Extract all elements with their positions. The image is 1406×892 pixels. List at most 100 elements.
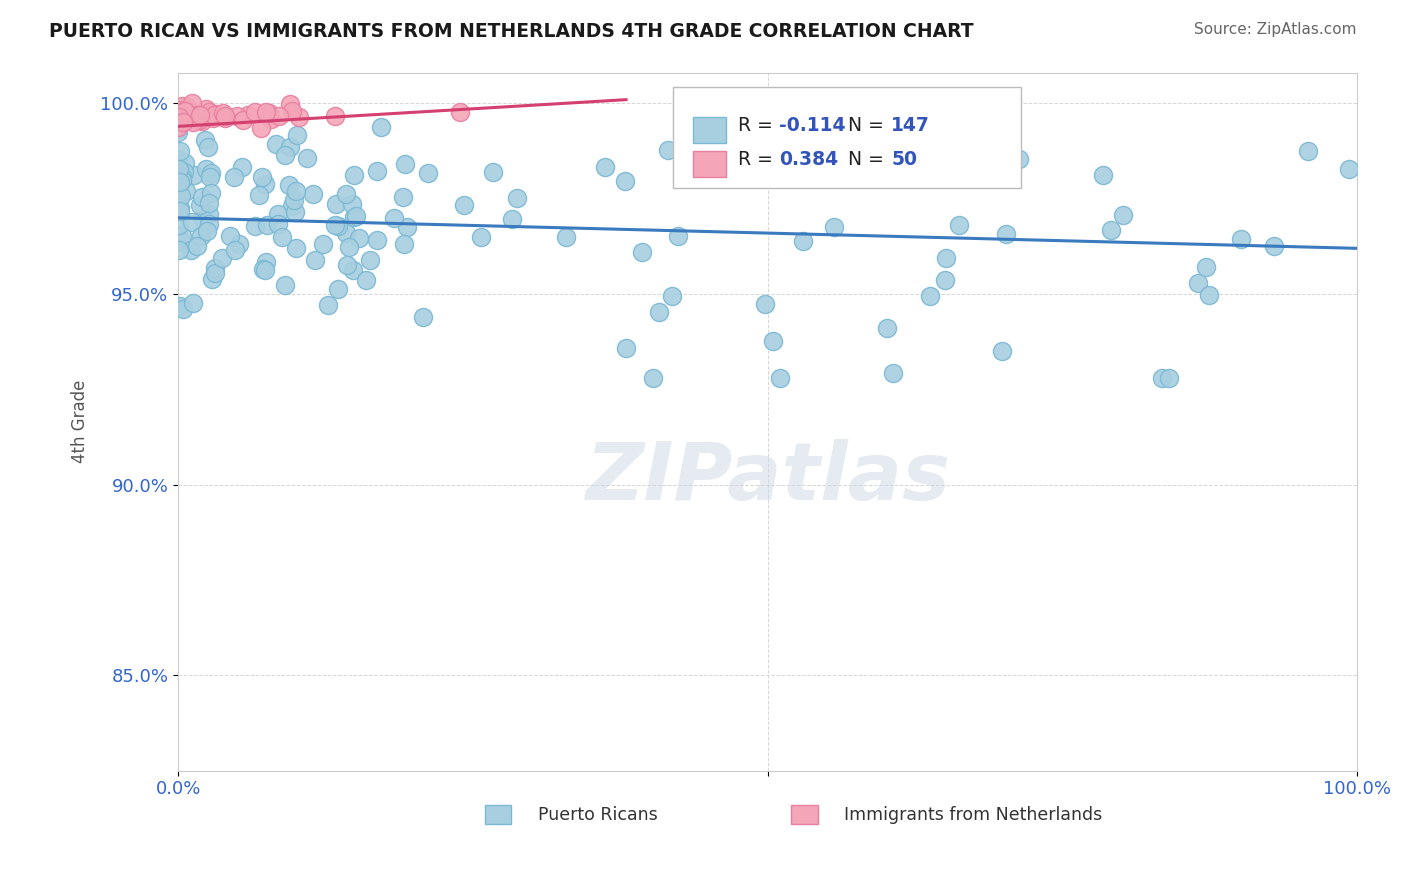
Point (453, 198, 475, 212)
Point (285, 241, 308, 255)
Point (167, 125, 190, 139)
Point (195, 102, 218, 116)
Point (326, 219, 349, 233)
Point (266, 137, 288, 152)
Text: Immigrants from Netherlands: Immigrants from Netherlands (844, 805, 1102, 823)
Point (186, 108, 208, 122)
Point (200, 166, 222, 180)
Point (181, 115, 204, 129)
Point (257, 105, 280, 120)
Point (283, 193, 305, 207)
Point (841, 153, 863, 168)
Point (1099, 223, 1122, 237)
Point (260, 112, 283, 126)
FancyBboxPatch shape (485, 805, 510, 824)
Text: 147: 147 (891, 116, 931, 135)
Point (194, 162, 217, 177)
Point (243, 105, 266, 120)
Point (501, 212, 523, 227)
Point (198, 195, 221, 210)
Point (661, 289, 683, 303)
Point (180, 105, 202, 120)
Point (343, 211, 366, 225)
Point (395, 220, 418, 235)
Point (172, 301, 194, 316)
Point (181, 214, 204, 228)
Text: 0.384: 0.384 (779, 150, 838, 169)
Point (169, 204, 191, 219)
Point (174, 155, 197, 169)
Point (1263, 238, 1285, 252)
Point (169, 299, 191, 313)
Point (201, 272, 224, 286)
Point (224, 244, 246, 258)
Point (304, 252, 326, 267)
Point (285, 128, 308, 143)
Point (198, 207, 221, 221)
Point (354, 273, 377, 287)
Point (252, 261, 274, 276)
FancyBboxPatch shape (693, 117, 727, 144)
Text: R =: R = (738, 150, 779, 169)
Point (342, 263, 364, 277)
Point (183, 169, 205, 183)
Point (280, 104, 302, 119)
Point (593, 160, 616, 174)
Point (250, 121, 273, 136)
Point (170, 234, 193, 248)
Point (191, 212, 214, 227)
Point (1187, 276, 1209, 290)
Point (506, 191, 529, 205)
Point (167, 152, 190, 166)
Point (181, 96, 204, 111)
Point (754, 297, 776, 311)
Point (274, 277, 297, 292)
Point (392, 236, 415, 251)
Point (449, 105, 471, 120)
FancyBboxPatch shape (693, 151, 727, 178)
Point (302, 186, 325, 201)
Point (167, 243, 190, 257)
Point (169, 175, 191, 189)
Point (200, 186, 222, 200)
Point (167, 162, 190, 177)
Point (1337, 161, 1360, 176)
Text: 50: 50 (891, 150, 917, 169)
Point (948, 219, 970, 233)
Point (920, 289, 942, 303)
Point (180, 111, 202, 125)
Point (190, 229, 212, 244)
Point (167, 219, 190, 233)
Point (254, 255, 277, 269)
Point (284, 204, 307, 219)
Point (281, 199, 304, 213)
Point (169, 109, 191, 123)
Point (173, 165, 195, 179)
Point (267, 207, 290, 221)
Point (167, 103, 190, 117)
Point (180, 243, 202, 257)
Point (167, 110, 190, 124)
Point (169, 103, 191, 118)
Point (186, 111, 208, 125)
Point (359, 253, 381, 268)
Point (186, 112, 208, 126)
Point (236, 107, 259, 121)
Point (270, 230, 292, 244)
Point (278, 140, 301, 154)
Point (316, 298, 339, 312)
Point (340, 197, 363, 211)
Point (481, 164, 503, 178)
Point (167, 228, 190, 243)
Point (769, 371, 792, 385)
Text: -0.114: -0.114 (779, 116, 846, 135)
Point (232, 113, 254, 128)
Point (394, 156, 416, 170)
Point (249, 187, 271, 202)
Point (167, 112, 190, 127)
Text: R =: R = (738, 116, 779, 135)
Point (1195, 260, 1218, 274)
Point (366, 233, 388, 247)
Point (1296, 144, 1319, 158)
Point (167, 109, 190, 123)
